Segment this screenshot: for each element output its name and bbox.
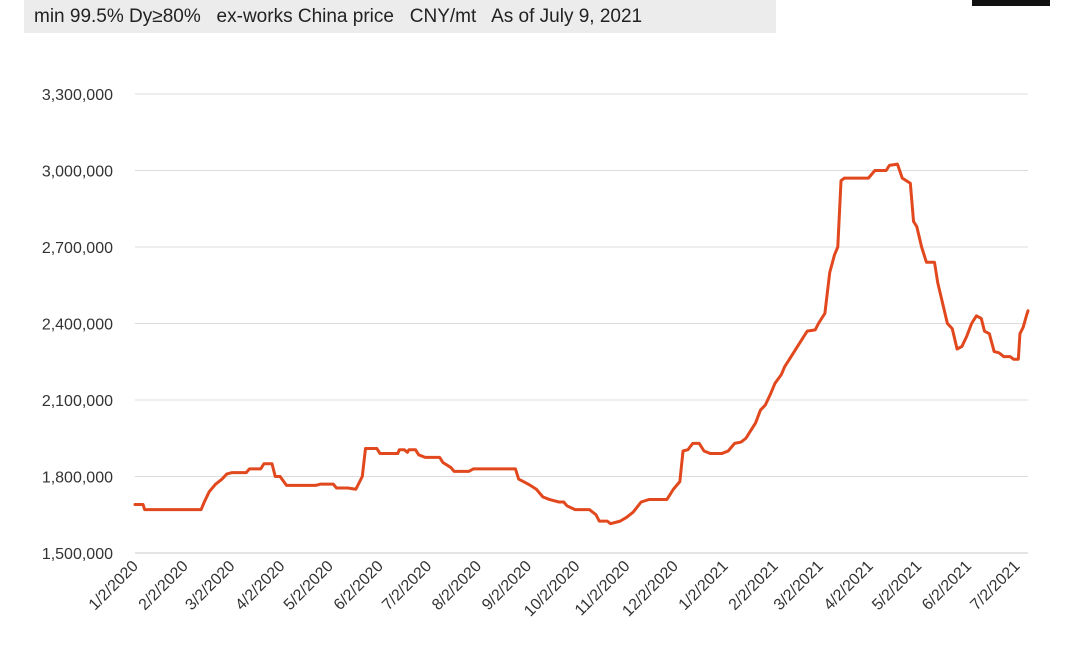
- y-tick-label: 3,300,000: [42, 87, 113, 104]
- x-tick-label: 2/2/2020: [136, 558, 192, 614]
- x-tick-label: 1/2/2020: [86, 558, 142, 614]
- x-tick-label: 4/2/2021: [821, 558, 877, 614]
- x-tick-label: 6/2/2020: [331, 558, 387, 614]
- x-axis-tick-labels: 1/2/20202/2/20203/2/20204/2/20205/2/2020…: [86, 558, 1024, 620]
- x-tick-label: 5/2/2021: [869, 558, 925, 614]
- price-series-line: [133, 162, 1030, 526]
- x-tick-label: 4/2/2020: [232, 558, 288, 614]
- x-tick-label: 7/2/2020: [379, 558, 435, 614]
- y-tick-label: 3,000,000: [42, 164, 113, 181]
- x-tick-label: 3/2/2021: [771, 558, 827, 614]
- x-tick-label: 5/2/2020: [281, 558, 337, 614]
- x-tick-label: 6/2/2021: [919, 558, 975, 614]
- corner-logo-fragment: [972, 0, 1050, 6]
- x-tick-label: 1/2/2021: [676, 558, 732, 614]
- y-axis-tick-labels: 1,500,000 1,800,000 2,100,000 2,400,000 2,70…: [42, 87, 113, 563]
- x-tick-label: 8/2/2020: [429, 558, 485, 614]
- chart-subtitle: min 99.5% Dy≥80% ex-works China price CN…: [34, 5, 643, 27]
- chart-subtitle-bar: min 99.5% Dy≥80% ex-works China price CN…: [24, 0, 776, 33]
- grid-lines: [135, 93, 1028, 554]
- y-tick-label: 1,800,000: [42, 470, 113, 487]
- y-tick-label: 2,400,000: [42, 317, 113, 334]
- y-tick-label: 1,500,000: [42, 546, 113, 563]
- series-layer: [133, 162, 1030, 526]
- x-tick-label: 7/2/2021: [967, 558, 1023, 614]
- x-tick-label: 3/2/2020: [182, 558, 238, 614]
- y-tick-label: 2,100,000: [42, 393, 113, 410]
- y-tick-label: 2,700,000: [42, 240, 113, 257]
